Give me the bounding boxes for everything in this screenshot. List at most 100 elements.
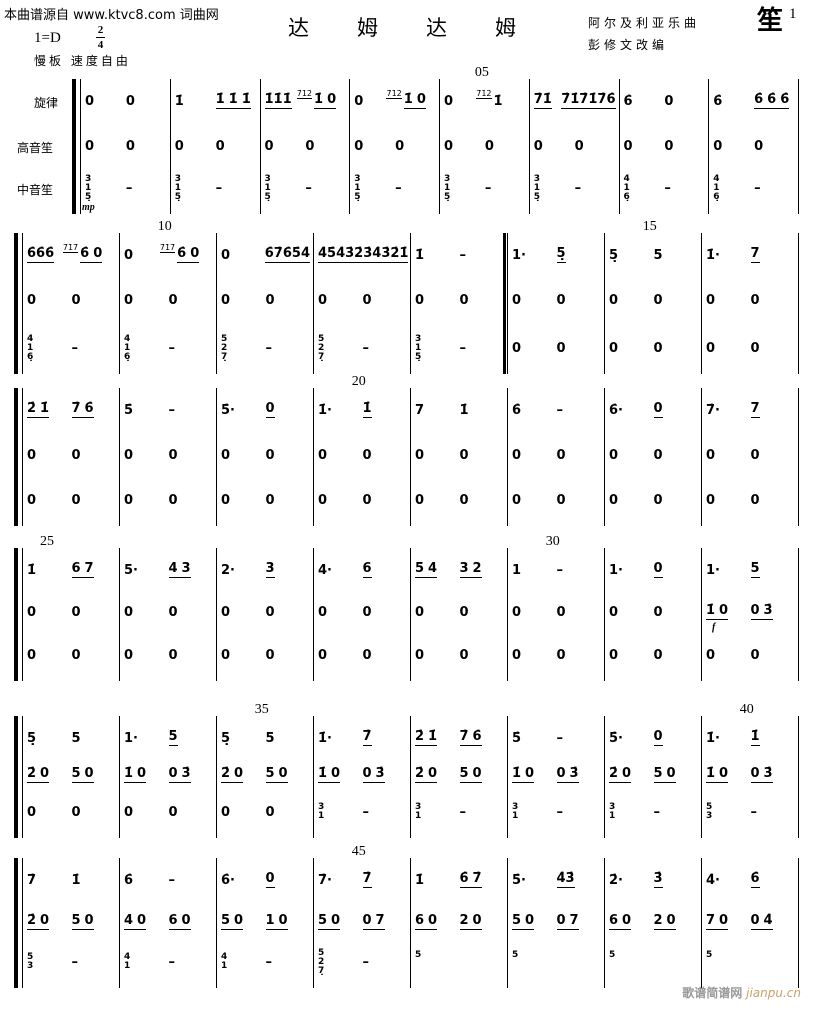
note: 5 [653, 766, 663, 781]
note: 1̇ [362, 401, 372, 416]
beat: 0 [415, 492, 425, 508]
note: 0 [653, 729, 663, 744]
note: 7̇ [71, 401, 81, 416]
beat: 0 [27, 292, 37, 308]
beat: 0 4̇ [750, 913, 796, 930]
note: 6̇ [177, 246, 187, 261]
eighth-note-group: 6̇ 0 [177, 246, 200, 263]
beat: 0 [318, 604, 328, 620]
beat: 0 [354, 93, 364, 109]
note: 7 [706, 913, 716, 928]
note: 0 [428, 913, 438, 928]
barline [119, 548, 120, 681]
barline [798, 388, 799, 526]
barline [701, 233, 702, 374]
measure-mid: 5 2 7̣ – [318, 334, 407, 361]
tempo-marking: 慢板 速度自由 [34, 54, 131, 68]
source-note: 本曲谱源自 www.ktvc8.com 词曲网 [4, 8, 219, 23]
note: 0 [84, 913, 94, 928]
note: 4̇ [763, 913, 773, 928]
beat: 5̣ [609, 247, 619, 263]
note: 6̇ [80, 246, 90, 261]
note: 1̇ [215, 92, 225, 107]
beat: 0 [85, 93, 95, 109]
note: 6 [415, 913, 425, 928]
eighth-note-group: 6 [362, 562, 372, 578]
beat: 1̇ [459, 402, 469, 418]
time-line [96, 37, 105, 38]
beat: 6̇7̇6̇5̇4̇ [264, 247, 310, 263]
eighth-note-group: 3̇ [653, 872, 663, 888]
beat: 4 1 6̣ [124, 334, 169, 362]
beat: 1̇· [318, 402, 332, 418]
beat: – [556, 730, 564, 746]
note: 1̇ [750, 729, 760, 744]
beat: 0 [71, 647, 81, 663]
beat: – [265, 340, 273, 356]
barline [313, 233, 314, 374]
beat: 0 [265, 292, 275, 308]
beat: 5 2 7̣ [221, 334, 266, 362]
measure-high: 2̇ 0 5 0 [415, 763, 504, 787]
beat: 3 1 5̣ [534, 174, 575, 202]
measure-number: 10 [157, 219, 172, 234]
eighth-note-group: 5 [168, 730, 178, 746]
beat: 5 [706, 950, 713, 960]
beat: 7̇· [706, 402, 720, 418]
chord: 4 1 6̣ [713, 173, 720, 202]
beat: 6̇ 0 [177, 247, 213, 263]
beat: 0 [125, 93, 135, 109]
measure-melody: 1· 0 [609, 558, 698, 582]
measure-high: 1̇ 0 0 3̇ [318, 763, 407, 787]
beat: 1̇1̇1̇ [264, 93, 297, 109]
beat: 0 [533, 138, 543, 154]
beat: – [125, 180, 133, 196]
beat: 0 3̇ [750, 603, 796, 620]
note: 2̇ [415, 729, 425, 744]
measure-melody: 1̇ – [415, 243, 504, 267]
beat: – [168, 872, 176, 888]
measure-melody: 0 7̇1̇2̇ 1̇ 0 [354, 89, 436, 113]
beat: 0 [415, 647, 425, 663]
chord: 3 1 5̣ [174, 173, 182, 202]
note: 6 [609, 913, 619, 928]
grace-notes: 7̇1̇7̇ [62, 243, 79, 253]
note: 0 [653, 561, 663, 576]
beat: 0 [27, 804, 37, 820]
beat: 1̇ [415, 872, 425, 888]
measure-melody: 1̇ 6̇ 7̇ [415, 868, 504, 892]
beat: 4 1 6̣ [624, 174, 665, 202]
beat: – [265, 954, 273, 970]
beat: 1̇ 0 [706, 767, 751, 783]
note: 7 [750, 401, 760, 416]
note: 0 [331, 766, 341, 781]
eighth-note-group: 2̇ 0 [415, 767, 438, 783]
measure-high: 1̇ 0 0 3̇ [706, 600, 795, 624]
barline [216, 716, 217, 838]
note: 7̇ [362, 729, 372, 744]
key-signature: 1=D [34, 30, 61, 46]
measure-mid: 5 [706, 950, 795, 974]
note: 3̇ [763, 603, 773, 618]
beat: 3̇4̇3̇2̇1̇ [363, 247, 409, 263]
eighth-note-group: 0 [653, 402, 663, 418]
beat: – [750, 804, 758, 820]
beat: 1̇ 0 [512, 767, 557, 783]
